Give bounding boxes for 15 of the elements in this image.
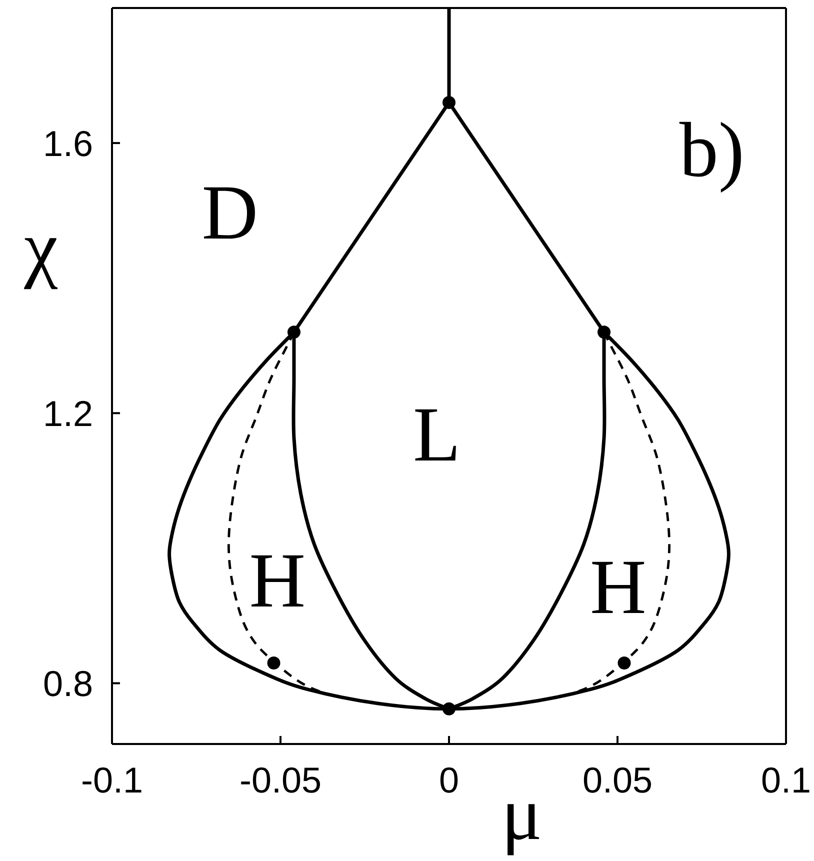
annotation: H — [590, 542, 646, 630]
annotation: H — [249, 536, 306, 624]
x-tick-label: -0.1 — [80, 760, 144, 801]
annotation: L — [413, 390, 461, 478]
annotation: D — [202, 168, 258, 256]
x-tick-label: 0.1 — [760, 760, 812, 801]
x-tick-label: 0.05 — [582, 760, 653, 801]
y-tick-label: 0.8 — [42, 663, 93, 704]
y-axis-title: χ — [23, 206, 58, 290]
x-axis-title: μ — [501, 772, 542, 856]
y-tick-label: 1.6 — [42, 122, 93, 164]
x-tick-label: 0 — [438, 760, 460, 801]
annotation: b) — [679, 106, 744, 193]
x-tick-label: -0.05 — [239, 760, 322, 801]
y-tick-label: 1.2 — [42, 392, 93, 434]
